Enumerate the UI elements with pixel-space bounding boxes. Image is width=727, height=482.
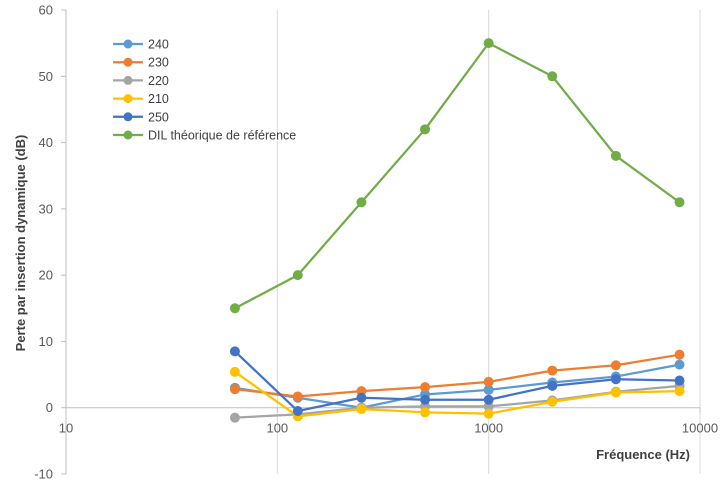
legend-label: 250: [148, 110, 169, 124]
y-tick-label: 60: [39, 3, 53, 18]
legend-label: 240: [148, 38, 169, 52]
data-point: [420, 382, 431, 393]
data-point: [610, 374, 621, 385]
series-line: [234, 350, 680, 413]
data-point: [229, 303, 240, 314]
y-tick-label: 30: [39, 201, 53, 216]
x-tick-labels: 10 100 1000 10000: [59, 421, 718, 436]
data-point: [483, 408, 494, 419]
legend-marker: [123, 57, 133, 67]
data-point: [292, 406, 303, 417]
legend-item: 230: [113, 56, 169, 70]
data-point: [356, 392, 367, 403]
series-line: [234, 363, 680, 409]
y-tick-label: 0: [46, 400, 53, 415]
data-point: [547, 380, 558, 391]
legend-label: 220: [148, 74, 169, 88]
data-point: [420, 407, 431, 418]
legend-item: 250: [113, 110, 169, 124]
y-tick-label: -10: [34, 467, 53, 482]
series-layer: [229, 38, 685, 423]
data-point: [420, 394, 431, 405]
legend-marker: [123, 94, 133, 104]
legend-item: 210: [113, 92, 169, 106]
series-line: [234, 371, 680, 418]
data-point: [610, 360, 621, 371]
data-point: [610, 150, 621, 161]
legend-marker: [123, 75, 133, 85]
data-point: [420, 124, 431, 135]
data-point: [292, 270, 303, 281]
series-line: [234, 353, 680, 398]
y-tick-label: 40: [39, 135, 53, 150]
data-point: [674, 359, 685, 370]
x-tick-label: 10000: [682, 421, 718, 436]
data-point: [610, 387, 621, 398]
legend-marker: [123, 39, 133, 49]
data-point: [292, 391, 303, 402]
x-tick-label: 1000: [474, 421, 503, 436]
data-point: [674, 375, 685, 386]
data-point: [356, 197, 367, 208]
data-point: [483, 394, 494, 405]
legend-label: 230: [148, 56, 169, 70]
x-axis-title: Fréquence (Hz): [596, 447, 690, 462]
x-tick-label: 10: [59, 421, 73, 436]
data-point: [229, 384, 240, 395]
legend-label: 210: [148, 92, 169, 106]
y-tick-label: 50: [39, 69, 53, 84]
legend-marker: [123, 130, 133, 140]
data-point: [483, 376, 494, 387]
x-tick-label: 100: [266, 421, 288, 436]
data-point: [229, 366, 240, 377]
legend-item: 220: [113, 74, 169, 88]
data-point: [547, 71, 558, 82]
data-point: [483, 38, 494, 49]
data-point: [229, 412, 240, 423]
y-tick-label: 20: [39, 268, 53, 283]
data-point: [547, 396, 558, 407]
legend-item: DIL théorique de référence: [113, 129, 296, 143]
data-point: [229, 346, 240, 357]
data-point: [674, 349, 685, 360]
data-point: [674, 197, 685, 208]
legend-marker: [123, 112, 133, 122]
y-axis-title: Perte par insertion dynamique (dB): [13, 135, 28, 352]
data-point: [674, 386, 685, 397]
y-tick-labels: -10 0 10 20 30 40 50 60: [34, 3, 53, 482]
series-2: [229, 349, 685, 402]
series-6: [229, 38, 685, 314]
data-point: [547, 365, 558, 376]
y-tick-label: 10: [39, 334, 53, 349]
series-line: [234, 42, 681, 310]
legend-label: DIL théorique de référence: [148, 129, 296, 143]
series-5: [229, 346, 685, 417]
data-point: [356, 404, 367, 415]
legend: 240 230 220 210 250 DIL théorique de référenc…: [113, 38, 296, 143]
series-4: [229, 366, 685, 422]
legend-item: 240: [113, 38, 169, 52]
